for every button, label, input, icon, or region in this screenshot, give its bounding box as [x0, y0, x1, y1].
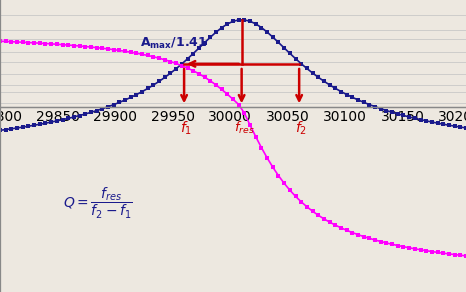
- Text: $Q = \dfrac{f_{res}}{f_2 - f_1}$: $Q = \dfrac{f_{res}}{f_2 - f_1}$: [63, 186, 133, 221]
- Text: $f_2$: $f_2$: [295, 119, 308, 137]
- Text: $f_1$: $f_1$: [180, 119, 192, 137]
- Text: $\mathbf{A_{max}/1.41}$: $\mathbf{A_{max}/1.41}$: [140, 36, 208, 51]
- Text: $f_{res}$: $f_{res}$: [233, 119, 254, 135]
